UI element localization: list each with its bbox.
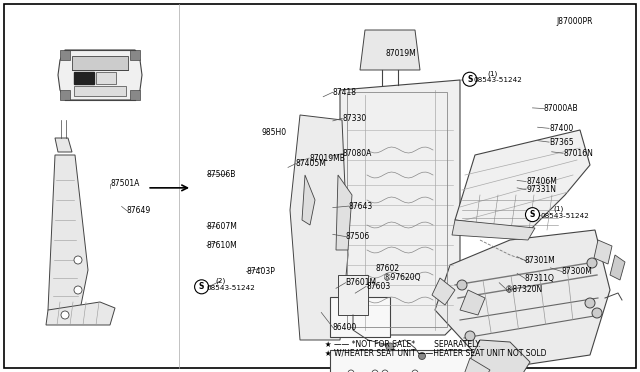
- Circle shape: [412, 370, 418, 372]
- Text: S: S: [530, 210, 535, 219]
- Text: 87016N: 87016N: [563, 149, 593, 158]
- Circle shape: [382, 370, 388, 372]
- Text: 87506: 87506: [346, 232, 370, 241]
- Polygon shape: [610, 255, 625, 280]
- Text: 87330: 87330: [342, 114, 367, 123]
- Text: 87649: 87649: [127, 206, 151, 215]
- Text: (2): (2): [216, 278, 226, 285]
- Polygon shape: [338, 275, 368, 315]
- Polygon shape: [130, 50, 140, 60]
- Text: 87019M: 87019M: [385, 49, 416, 58]
- Text: 87643: 87643: [349, 202, 373, 211]
- Text: 87506B: 87506B: [207, 170, 236, 179]
- Text: 86400: 86400: [333, 323, 357, 332]
- Circle shape: [525, 208, 540, 222]
- Polygon shape: [455, 130, 590, 230]
- Text: ★ W/HEATER SEAT UNIT ——HEATER SEAT UNIT NOT SOLD: ★ W/HEATER SEAT UNIT ——HEATER SEAT UNIT …: [320, 349, 547, 358]
- Text: 87403P: 87403P: [246, 267, 275, 276]
- Polygon shape: [290, 115, 348, 340]
- Polygon shape: [330, 297, 390, 337]
- Circle shape: [74, 286, 82, 294]
- Polygon shape: [302, 175, 315, 225]
- Polygon shape: [55, 138, 72, 152]
- Polygon shape: [46, 302, 115, 325]
- Polygon shape: [336, 175, 352, 250]
- Circle shape: [587, 258, 597, 268]
- Circle shape: [61, 311, 69, 319]
- Polygon shape: [60, 90, 70, 100]
- Text: S: S: [467, 75, 472, 84]
- Text: ➇97620Q: ➇97620Q: [384, 273, 420, 282]
- Text: 08543-51242: 08543-51242: [474, 77, 522, 83]
- Polygon shape: [48, 155, 88, 318]
- Polygon shape: [435, 230, 610, 370]
- Text: 87000AB: 87000AB: [544, 104, 579, 113]
- Text: 87405M: 87405M: [296, 159, 326, 168]
- Polygon shape: [594, 240, 612, 264]
- Circle shape: [419, 353, 426, 359]
- Polygon shape: [74, 86, 126, 96]
- Text: (1): (1): [554, 206, 564, 212]
- Text: 87602: 87602: [376, 264, 400, 273]
- Text: J87000PR: J87000PR: [557, 17, 593, 26]
- Text: 87300M: 87300M: [562, 267, 593, 276]
- Circle shape: [465, 331, 475, 341]
- Text: 87311Q: 87311Q: [525, 274, 555, 283]
- Text: 87400: 87400: [549, 124, 573, 133]
- Text: 08543-51242: 08543-51242: [541, 213, 589, 219]
- Polygon shape: [74, 72, 94, 84]
- Text: ★ —— *NOT FOR SALE*        SEPARATELY.: ★ —— *NOT FOR SALE* SEPARATELY.: [320, 340, 481, 349]
- Text: 87603: 87603: [366, 282, 390, 291]
- Circle shape: [386, 343, 394, 351]
- Text: 87301M: 87301M: [525, 256, 556, 265]
- Polygon shape: [460, 290, 485, 315]
- Polygon shape: [452, 220, 535, 240]
- Text: 97331N: 97331N: [526, 185, 556, 194]
- Text: 87019MB: 87019MB: [309, 154, 345, 163]
- Text: (1): (1): [488, 70, 498, 77]
- Text: S: S: [199, 282, 204, 291]
- Bar: [347, 92, 447, 327]
- Polygon shape: [72, 56, 128, 70]
- Bar: [330, 350, 480, 372]
- Text: ➇87320N: ➇87320N: [506, 284, 542, 293]
- Polygon shape: [60, 50, 70, 60]
- Text: 87406M: 87406M: [526, 177, 557, 186]
- Circle shape: [463, 72, 477, 86]
- Text: 87501A: 87501A: [110, 179, 140, 188]
- Polygon shape: [432, 278, 455, 305]
- Circle shape: [457, 280, 467, 290]
- Polygon shape: [470, 340, 530, 372]
- Circle shape: [592, 308, 602, 318]
- Polygon shape: [58, 50, 142, 100]
- Text: 87080A: 87080A: [342, 149, 372, 158]
- Polygon shape: [462, 358, 490, 372]
- Text: 985H0: 985H0: [261, 128, 286, 137]
- Text: B7365: B7365: [549, 138, 573, 147]
- Text: 87607M: 87607M: [207, 222, 237, 231]
- Polygon shape: [360, 30, 420, 70]
- Circle shape: [372, 370, 378, 372]
- Polygon shape: [96, 72, 116, 84]
- Polygon shape: [130, 90, 140, 100]
- Circle shape: [74, 256, 82, 264]
- Polygon shape: [340, 80, 460, 335]
- Text: 87418: 87418: [333, 88, 357, 97]
- Circle shape: [585, 298, 595, 308]
- Text: 08543-51242: 08543-51242: [206, 285, 255, 291]
- Text: B7601M: B7601M: [346, 278, 377, 287]
- Circle shape: [348, 370, 354, 372]
- Text: 87610M: 87610M: [207, 241, 237, 250]
- Circle shape: [195, 280, 209, 294]
